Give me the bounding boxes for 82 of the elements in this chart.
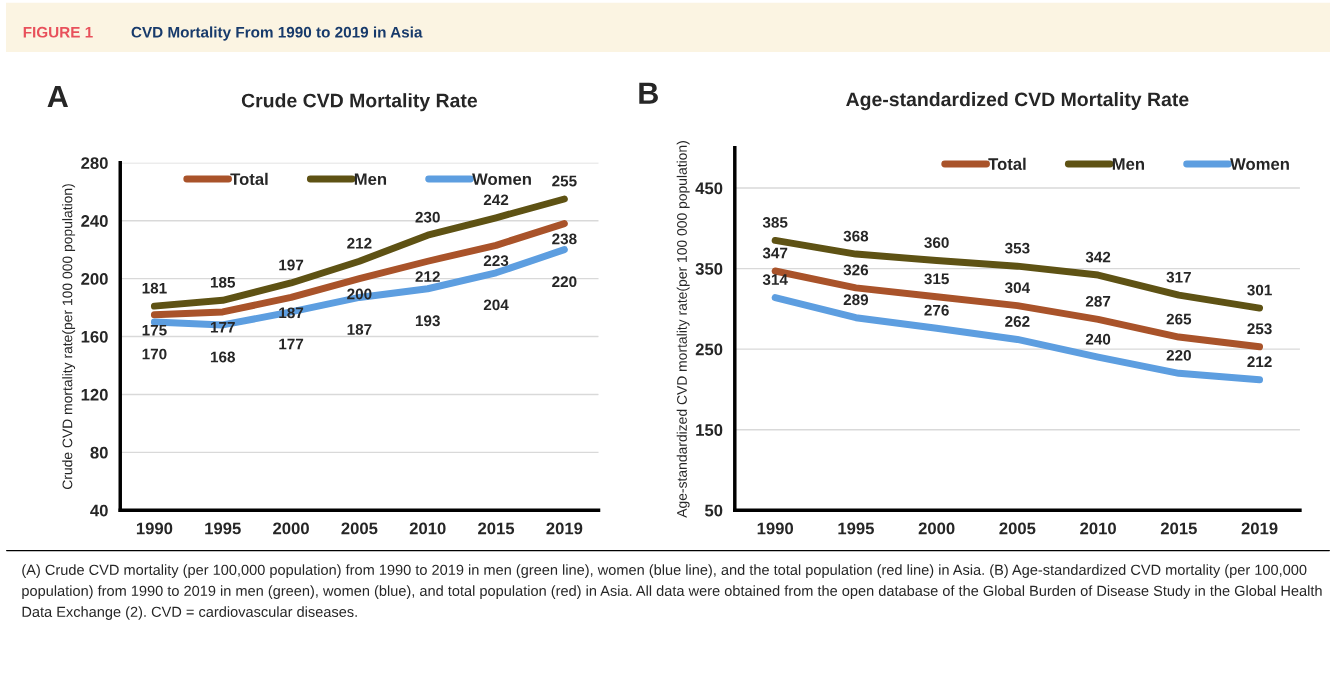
data-label: 315 [924,273,949,285]
y-tick-label: 240 [81,215,108,227]
data-label: 238 [552,233,577,245]
data-label: 353 [1004,242,1030,254]
text: CVD Mortality From 1990 to 2019 in Asia [131,26,423,41]
data-label: 368 [843,230,869,242]
data-label: 326 [843,264,869,276]
data-label: 314 [762,274,788,286]
y-axis-title: Crude CVD mortality rate(per 100 000 population) [62,184,76,490]
data-label: 304 [1004,282,1031,294]
x-tick-label: 2010 [409,522,446,535]
y-axis-title: Age-standardized CVD mortality rate(per 100 000 population) [676,141,690,518]
data-label: 360 [924,237,949,248]
x-tick-label: 1995 [205,522,241,535]
y-tick-label: 150 [696,424,723,436]
data-label: 212 [1247,356,1272,368]
y-tick-label: 250 [695,343,723,356]
legend-label: Men [1112,158,1145,170]
y-tick-label: 50 [704,504,723,517]
y-tick-label: 40 [90,504,108,517]
x-tick-label: 1995 [838,522,874,535]
data-label: 185 [210,276,236,288]
data-label: 212 [347,237,372,249]
x-tick-label: 2019 [1241,522,1278,535]
y-tick-label: 280 [81,157,108,169]
data-label: 181 [142,282,167,294]
data-label: 200 [347,288,372,300]
legend-label: Total [230,172,268,186]
y-tick-label: 120 [81,388,108,401]
data-label: 342 [1085,251,1111,263]
chart-title: Crude CVD Mortality Rate [241,93,478,112]
data-label: 317 [1166,271,1191,283]
legend-label: Men [354,173,387,186]
data-label: 177 [279,338,304,350]
data-label: 301 [1247,284,1272,296]
y-tick-label: 350 [695,262,723,275]
data-label: 287 [1085,295,1111,307]
data-label: 276 [924,304,949,316]
y-tick-label: 450 [695,182,723,195]
x-tick-label: 2010 [1080,522,1116,535]
data-label: 223 [483,255,509,267]
data-label: 230 [415,211,440,223]
data-label: 168 [210,351,236,363]
x-tick-label: 1990 [757,522,794,535]
data-label: 212 [415,271,440,282]
text: B [639,82,658,104]
x-tick-label: 2005 [999,522,1036,535]
y-tick-label: 80 [90,446,108,459]
y-tick-label: 160 [81,330,108,343]
data-label: 240 [1085,333,1111,345]
data-label: 255 [552,175,577,187]
data-label: 265 [1166,313,1192,325]
data-label: 220 [1166,349,1191,361]
data-label: 187 [279,307,304,319]
y-tick-label: 200 [81,273,108,285]
data-label: 204 [483,299,509,311]
data-label: 385 [762,217,788,228]
data-label: 347 [762,247,788,259]
data-label: 170 [142,348,167,360]
text: A [47,86,69,108]
data-label: 289 [843,294,869,306]
legend-label: Women [1230,158,1289,170]
data-label: 220 [552,276,577,288]
data-label: 253 [1247,323,1272,335]
data-label: 197 [279,259,304,271]
x-tick-label: 2000 [918,522,955,535]
x-tick-label: 2015 [1160,522,1197,535]
chart-title: Age-standardized CVD Mortality Rate [846,91,1189,111]
legend-label: Women [472,173,531,186]
x-tick-label: 2015 [478,522,515,535]
x-tick-label: 2019 [546,522,583,535]
text: (A) Crude CVD mortality (per 100,000 population) from 1990 to 2019 in men (green line), women (blue line), and the total population (red line) in Asia. (B) Age-standardized CVD mortality (per 100,000 population) from 1990 to 2019 in men (green), women (blue), and total population (red) in Asia. All data were obtained from the open database of the Global Burden of Disease Study in the Global Health Data Exchange (2). CVD = cardiovascular diseases. [22,564,1322,620]
data-label: 262 [1005,316,1030,327]
x-tick-label: 2000 [273,522,309,535]
x-tick-label: 2005 [341,522,378,535]
x-tick-label: 1990 [136,522,173,535]
data-label: 242 [483,194,509,206]
data-label: 193 [415,315,440,327]
legend-label: Total [988,157,1026,170]
caption: FIGURE 1 [23,26,93,38]
data-label: 187 [347,324,372,335]
data-label: 175 [142,324,167,336]
